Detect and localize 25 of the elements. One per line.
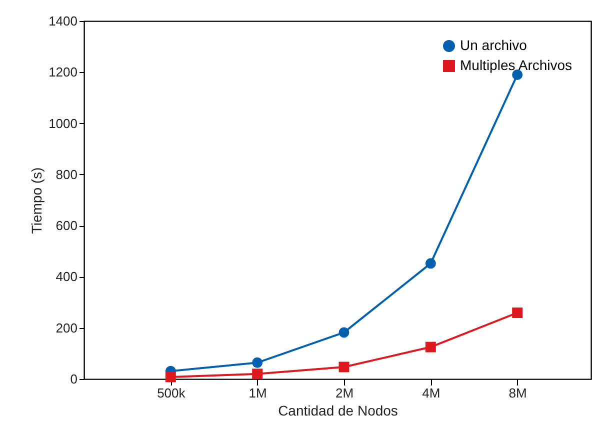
x-tick-label: 1M	[248, 386, 267, 400]
x-tick-label: 4M	[422, 386, 440, 400]
y-tick-label: 1000	[48, 116, 78, 131]
point	[252, 357, 263, 368]
legend-label: Un archivo	[460, 37, 528, 53]
point	[512, 308, 523, 318]
y-tick-label: 200	[56, 320, 78, 336]
y-tick-label: 0	[70, 372, 78, 386]
point	[165, 372, 176, 382]
point	[338, 362, 350, 372]
y-axis-title: Tiempo (s)	[28, 167, 45, 234]
x-tick-label: 8M	[508, 386, 527, 400]
x-tick-label: 2M	[335, 386, 354, 400]
x-axis-title: Cantidad de Nodos	[278, 402, 398, 418]
y-tick-label: 600	[56, 218, 78, 234]
point	[425, 342, 436, 352]
point	[252, 368, 263, 380]
y-tick-label: 1200	[48, 64, 78, 80]
y-tick-label: 1400	[48, 14, 78, 28]
y-tick-label: 800	[56, 166, 78, 182]
point	[425, 258, 436, 269]
legend-label: Multiples Archivos	[460, 57, 572, 73]
y-tick-label: 400	[56, 269, 78, 284]
x-tick-label: 500k	[157, 386, 186, 400]
point	[338, 327, 350, 338]
